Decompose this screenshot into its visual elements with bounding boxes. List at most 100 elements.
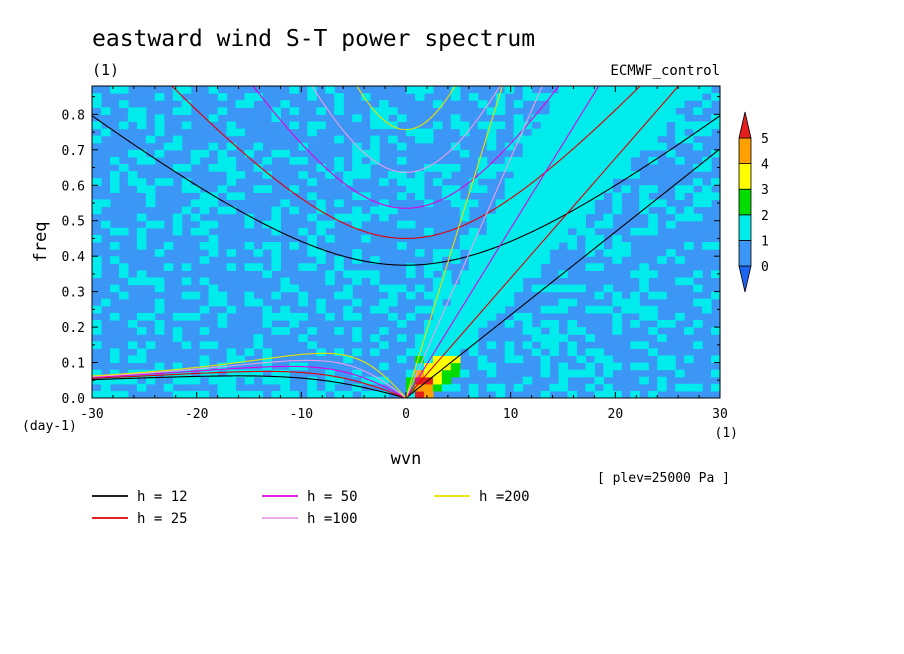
field-cell (370, 390, 380, 398)
field-cell (612, 242, 622, 250)
field-cell (477, 234, 488, 243)
field-cell (603, 149, 613, 158)
field-cell (468, 199, 479, 208)
field-cell (262, 220, 273, 229)
field-cell (154, 305, 165, 314)
field-cell (343, 270, 353, 279)
field-cell (109, 312, 120, 321)
field-cell (612, 298, 622, 307)
field-cell (540, 362, 551, 371)
field-cell (558, 86, 569, 94)
field-cell (316, 121, 326, 130)
field-cell (531, 242, 542, 250)
field-cell (486, 249, 497, 257)
field-cell (450, 348, 461, 357)
field-cell (477, 164, 488, 172)
field-cell (675, 256, 685, 264)
field-cell (648, 390, 658, 398)
field-cell (459, 242, 470, 250)
field-cell (414, 135, 425, 144)
field-cell (522, 312, 533, 321)
field-cell (172, 220, 183, 229)
field-cell (379, 341, 389, 349)
field-cell (423, 369, 434, 378)
field-cell (352, 171, 362, 179)
field-cell (495, 220, 506, 229)
field-cell (711, 93, 720, 101)
field-cell (630, 135, 640, 144)
field-cell (504, 86, 515, 94)
field-cell (352, 206, 362, 215)
field-cell (477, 355, 488, 364)
x-tick-label: -20 (185, 407, 208, 422)
field-cell (343, 178, 353, 186)
field-cell (648, 86, 658, 94)
field-cell (370, 206, 380, 215)
field-cell (513, 312, 524, 321)
field-cell (657, 107, 667, 115)
field-cell (603, 142, 613, 151)
field-cell (244, 298, 255, 307)
field-cell (486, 277, 497, 286)
field-cell (244, 390, 255, 398)
field-cell (92, 390, 102, 398)
field-cell (486, 220, 497, 229)
field-cell (262, 242, 273, 250)
field-cell (531, 156, 542, 165)
field-cell (585, 199, 595, 208)
field-cell (576, 284, 587, 293)
field-cell (576, 156, 587, 165)
field-cell (226, 390, 237, 398)
field-cell (136, 213, 147, 222)
field-cell (361, 376, 371, 385)
field-cell (693, 121, 703, 130)
field-cell (531, 348, 542, 357)
field-cell (316, 227, 326, 236)
field-cell (370, 376, 380, 385)
field-cell (307, 121, 317, 130)
field-cell (172, 327, 183, 335)
field-cell (603, 171, 613, 179)
field-cell (684, 355, 694, 364)
field-cell (397, 242, 407, 250)
field-cell (648, 107, 658, 115)
field-cell (459, 369, 470, 378)
field-cell (397, 284, 407, 293)
field-cell (361, 234, 371, 243)
field-cell (675, 93, 685, 101)
field-cell (639, 270, 649, 279)
field-cell (406, 312, 416, 321)
field-cell (549, 114, 560, 123)
field-cell (477, 171, 488, 179)
field-cell (92, 93, 102, 101)
field-cell (181, 185, 192, 193)
field-cell (486, 164, 497, 172)
field-cell (361, 390, 371, 398)
field-cell (639, 376, 649, 385)
field-cell (558, 185, 569, 193)
field-cell (666, 362, 676, 371)
field-cell (217, 291, 228, 300)
field-cell (477, 242, 488, 250)
field-cell (639, 263, 649, 271)
field-cell (334, 348, 344, 357)
field-cell (558, 156, 569, 165)
field-cell (163, 142, 174, 151)
field-cell (459, 341, 470, 349)
field-cell (684, 206, 694, 215)
field-cell (675, 369, 685, 378)
field-cell (549, 213, 560, 222)
field-cell (441, 192, 452, 201)
field-cell (441, 249, 452, 257)
field-cell (154, 298, 165, 307)
field-cell (379, 199, 389, 208)
field-cell (109, 348, 120, 357)
field-cell (477, 263, 488, 271)
field-cell (630, 128, 640, 137)
field-cell (208, 234, 219, 243)
field-cell (334, 156, 344, 165)
field-cell (271, 149, 281, 158)
field-cell (450, 305, 461, 314)
field-cell (145, 312, 156, 321)
field-cell (136, 178, 147, 186)
